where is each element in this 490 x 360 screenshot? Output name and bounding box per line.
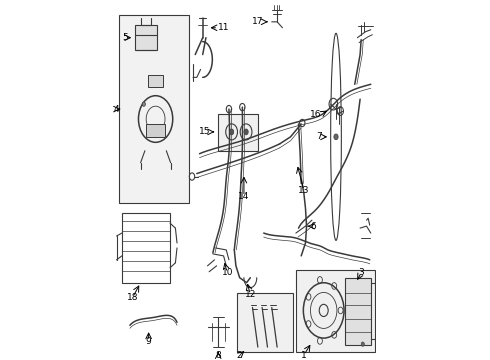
Text: 14: 14 xyxy=(238,192,249,201)
Text: 5: 5 xyxy=(122,33,128,42)
Text: 17: 17 xyxy=(252,17,264,26)
Bar xyxy=(148,75,163,87)
Bar xyxy=(119,15,189,203)
Text: 13: 13 xyxy=(298,186,310,195)
Text: 7: 7 xyxy=(316,132,321,141)
Circle shape xyxy=(244,129,248,135)
Circle shape xyxy=(334,134,338,140)
Text: 15: 15 xyxy=(199,127,210,136)
Bar xyxy=(135,25,157,50)
Circle shape xyxy=(361,342,365,346)
Bar xyxy=(218,114,258,151)
Bar xyxy=(146,124,165,137)
Text: 9: 9 xyxy=(146,337,151,346)
Bar xyxy=(237,293,293,352)
Text: 11: 11 xyxy=(218,23,230,32)
Text: 18: 18 xyxy=(127,293,138,302)
Text: 4: 4 xyxy=(114,105,120,114)
Text: 6: 6 xyxy=(311,222,317,231)
Text: 2: 2 xyxy=(237,351,243,360)
Bar xyxy=(345,278,371,345)
Bar xyxy=(296,270,375,352)
Text: 8: 8 xyxy=(216,351,221,360)
Text: 12: 12 xyxy=(245,290,256,299)
Circle shape xyxy=(142,102,146,106)
Bar xyxy=(122,213,170,283)
Text: 1: 1 xyxy=(301,351,307,360)
Text: 16: 16 xyxy=(310,109,321,118)
Text: 3: 3 xyxy=(358,268,364,277)
Circle shape xyxy=(229,129,234,135)
Text: 10: 10 xyxy=(221,268,233,277)
